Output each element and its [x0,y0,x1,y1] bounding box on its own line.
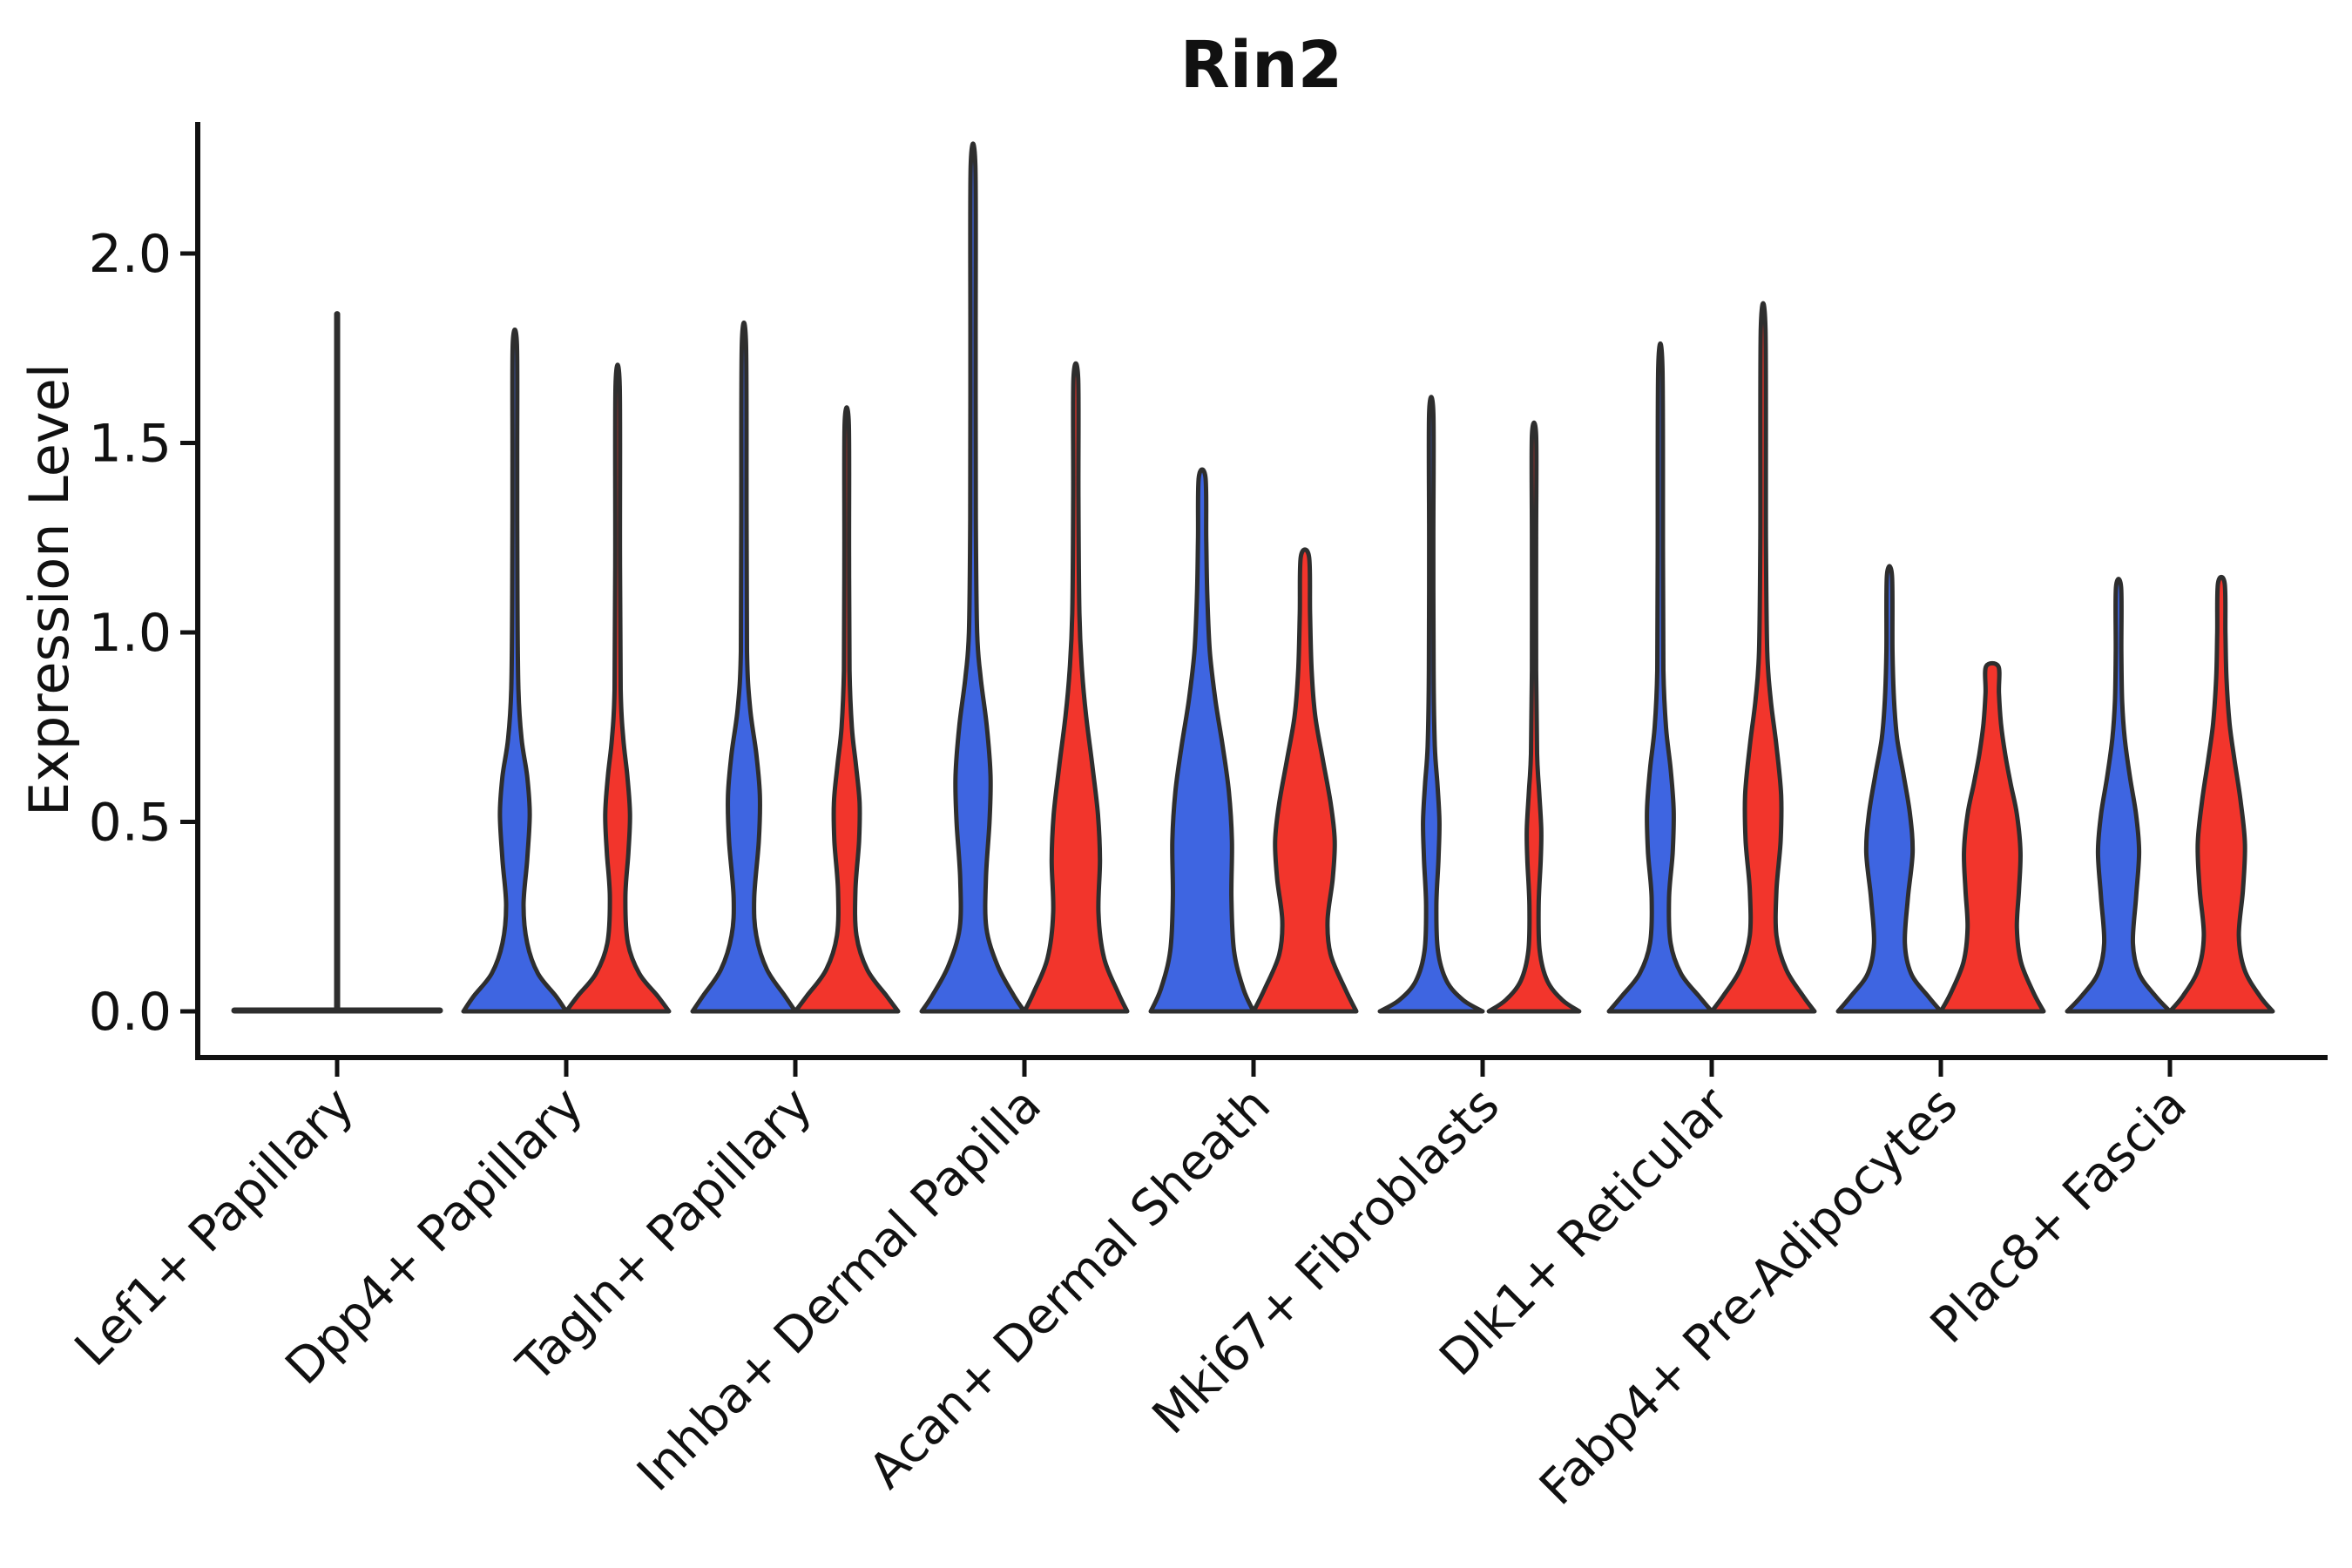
violin-left-3 [919,141,1027,1014]
violin-right-8 [2167,574,2275,1014]
violins-layer [231,141,2275,1014]
violin-right-6 [1709,301,1817,1014]
violin-right-1 [564,362,672,1014]
violin-left-8 [2065,577,2173,1014]
violin-left-6 [1606,341,1714,1014]
violin-left-7 [1835,564,1943,1014]
y-tick-label: 0.5 [89,793,172,854]
violin-left-1 [461,328,569,1014]
x-tick-label: Inhba+ Dermal Papilla [626,1077,1052,1503]
violin-right-5 [1486,420,1582,1014]
violin-left-2 [690,321,798,1014]
y-tick-label: 0.0 [89,982,172,1043]
violin-right-3 [1022,361,1130,1014]
x-tick-label: Fabp4+ Pre-Adipocytes [1529,1077,1969,1517]
violin-left-4 [1148,467,1256,1014]
violin-right-7 [1938,660,2046,1014]
violin-right-2 [793,405,901,1014]
violin-left-5 [1377,395,1485,1014]
x-tick-label: Acan+ Dermal Sheath [858,1077,1281,1500]
chart-title: Rin2 [1180,28,1343,103]
y-tick-label: 1.0 [89,603,172,664]
y-tick-label: 2.0 [89,224,172,285]
axes-layer [180,122,2328,1077]
y-axis-label: Expression Level [17,363,81,816]
violin-right-4 [1251,547,1359,1014]
y-tick-label: 1.5 [89,414,172,475]
